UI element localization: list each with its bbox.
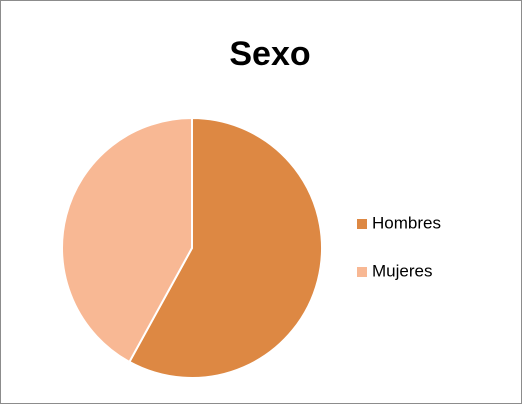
legend-swatch <box>357 219 367 229</box>
pie-slice <box>61 116 193 364</box>
legend-label: Hombres <box>372 213 441 232</box>
pie-slice <box>128 116 323 379</box>
legend-label: Mujeres <box>372 261 432 280</box>
legend-swatch <box>357 267 367 277</box>
chart-title: Sexo <box>229 35 310 73</box>
